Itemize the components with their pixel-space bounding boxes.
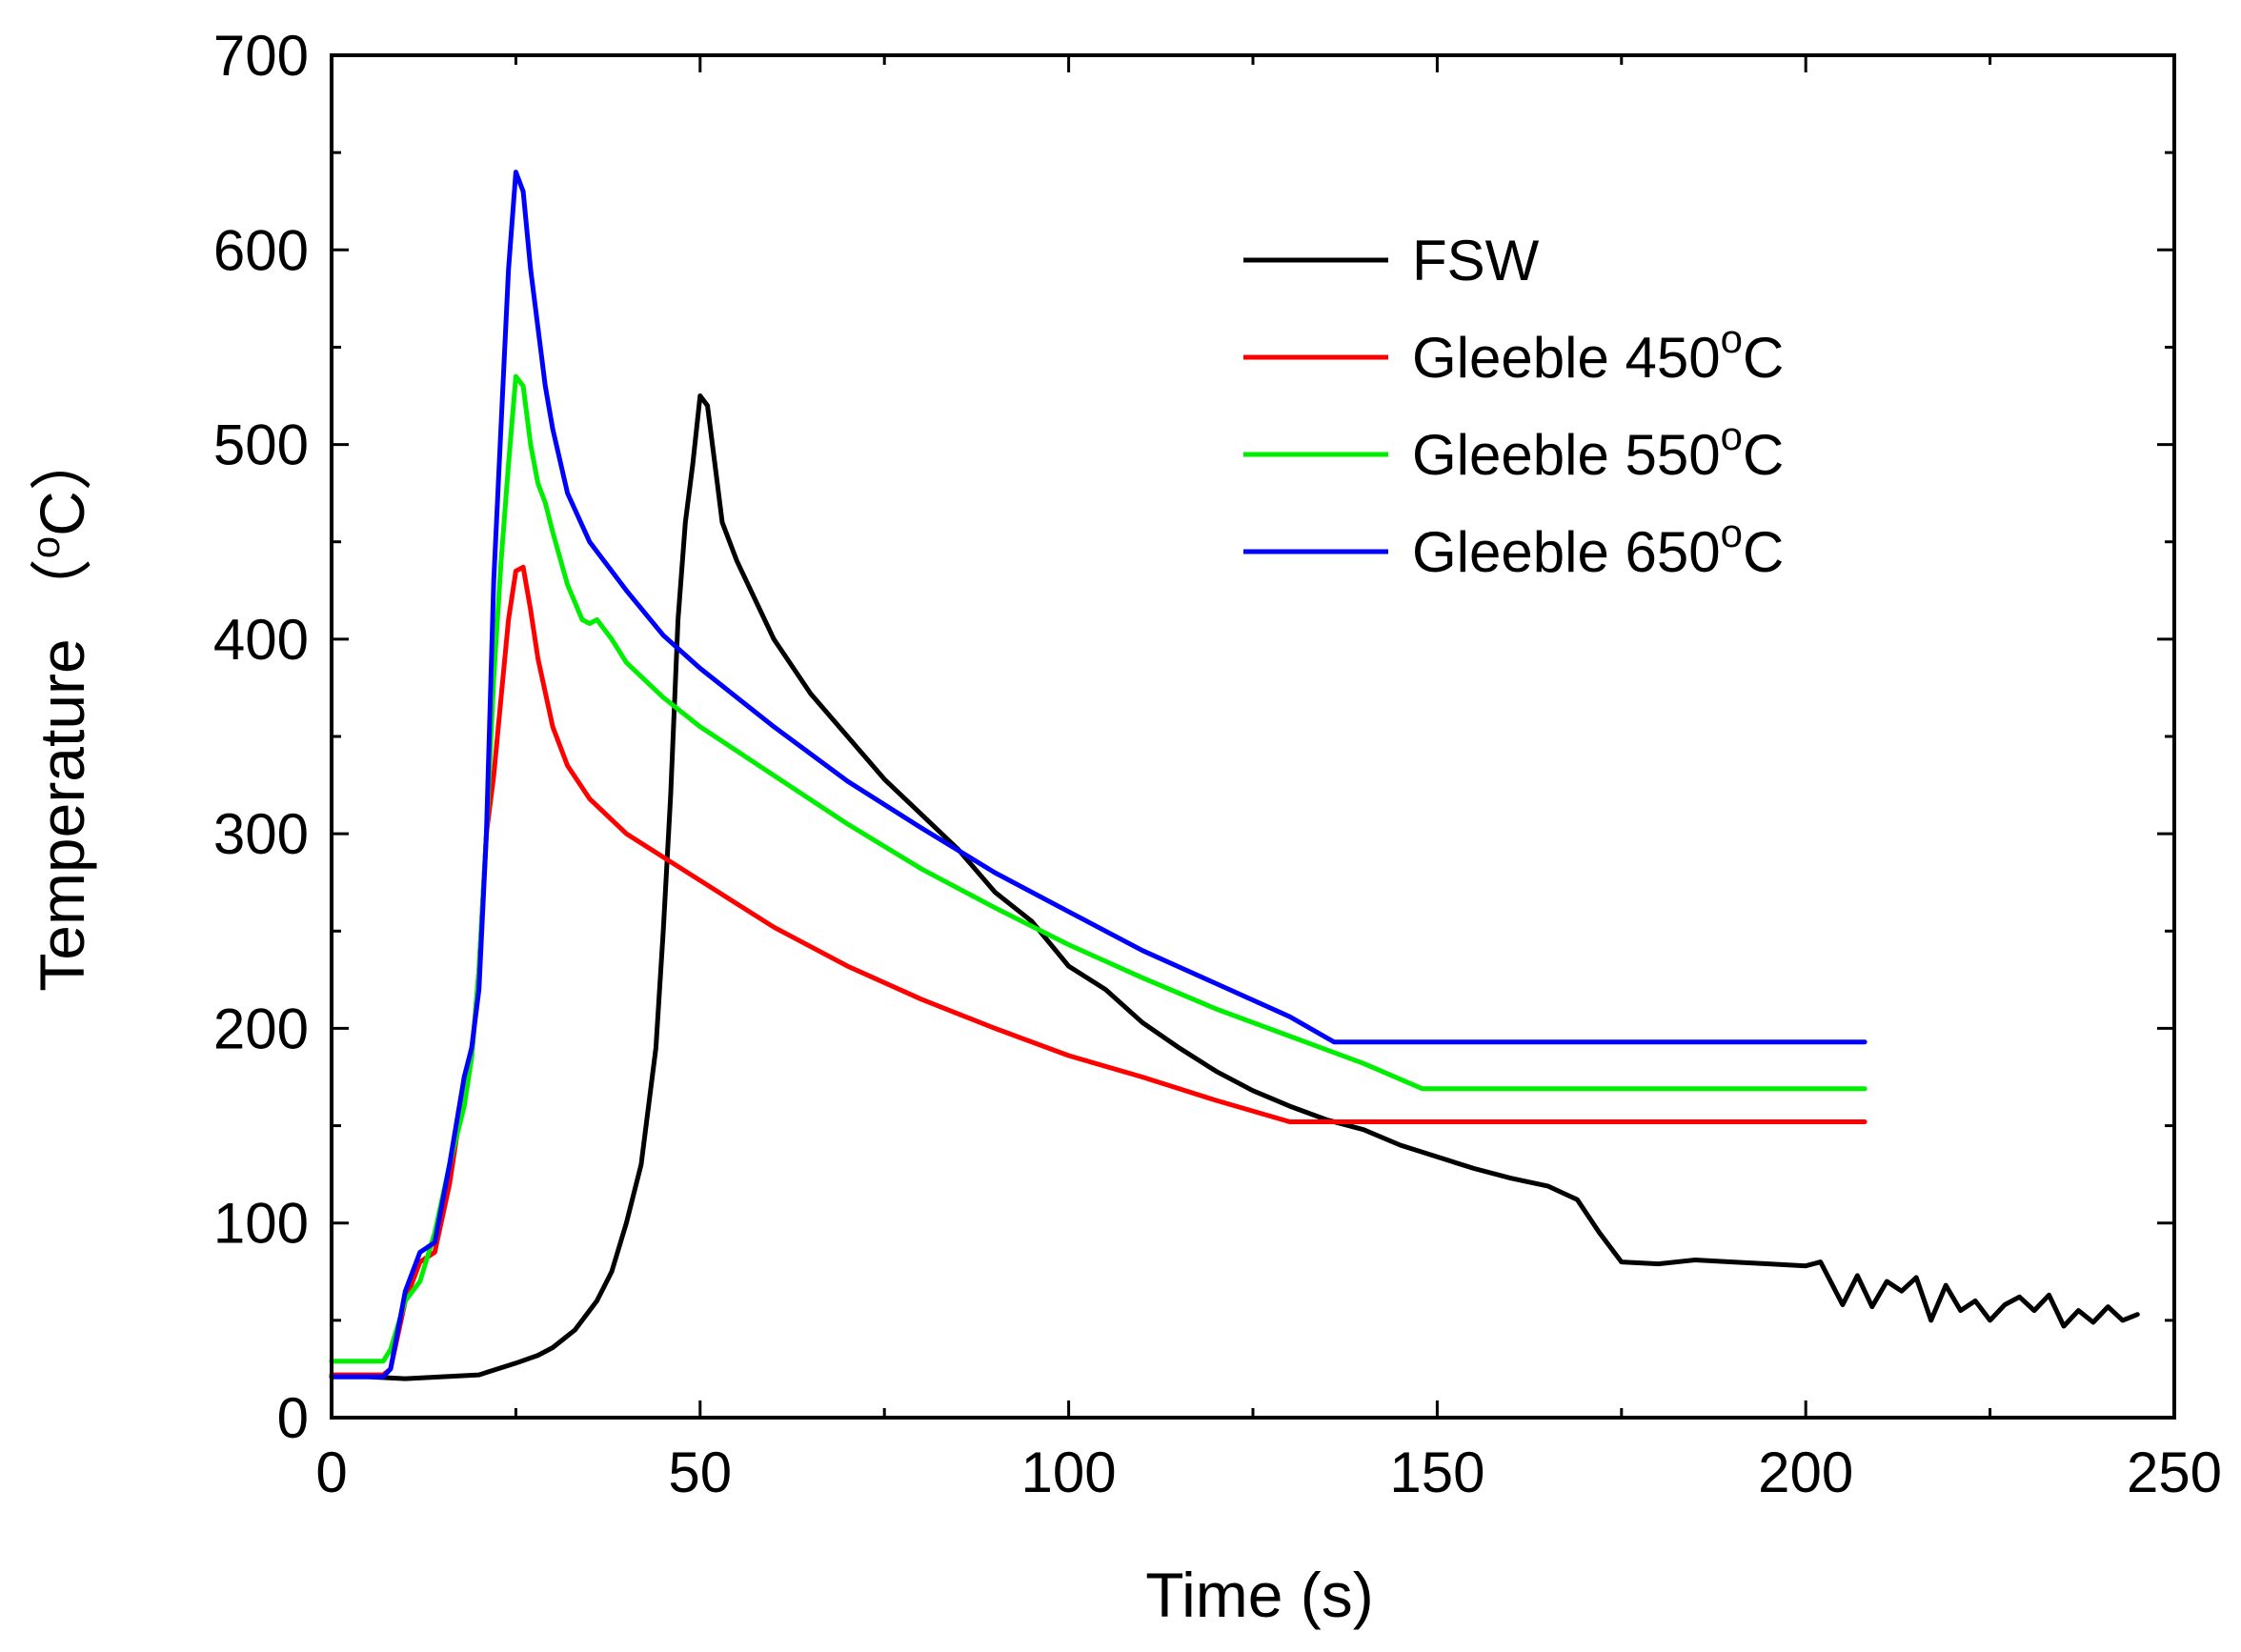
legend-item-gleeble-450: Gleeble 450oC [1243,316,1784,390]
legend-label-gleeble-450-main: Gleeble 450 [1412,326,1721,390]
legend-item-gleeble-650: Gleeble 650oC [1243,511,1784,584]
legend-label-gleeble-550: Gleeble 550oC [1412,413,1784,487]
plot-lines [329,170,2140,1381]
y-axis-title-sup: o [23,536,68,558]
legend-label-gleeble-650-sup: o [1721,511,1743,555]
legend-label-gleeble-650: Gleeble 650oC [1412,511,1784,584]
y-axis-title-close: ） [27,428,97,491]
legend-item-fsw: FSW [1243,229,1540,292]
legend-label-gleeble-450: Gleeble 450oC [1412,316,1784,390]
legend-label-fsw: FSW [1412,229,1540,292]
x-tick-label: 0 [315,1440,347,1504]
legend-label-gleeble-550-sup: o [1721,413,1743,458]
legend-label-gleeble-550-unit: C [1743,423,1784,487]
legend-label-gleeble-650-main: Gleeble 650 [1412,520,1721,584]
tick-labels: 0 50 100 150 200 250 0 100 200 300 400 500 600 700 [213,24,2222,1504]
y-axis-title-main: Temperature [27,638,97,992]
y-tick-label: 600 [213,218,309,282]
legend-item-gleeble-550: Gleeble 550oC [1243,413,1784,487]
x-axis-title: Time (s) [1145,1560,1374,1630]
y-tick-label: 0 [277,1386,309,1450]
legend-label-gleeble-650-unit: C [1743,520,1784,584]
y-tick-label: 100 [213,1192,309,1256]
legend-label-gleeble-450-sup: o [1721,316,1743,361]
series-line-fsw [329,393,2140,1381]
y-axis-title-unit: C [27,491,97,536]
y-tick-label: 700 [213,24,309,88]
series-line-gleeble-450 [329,564,1868,1378]
x-tick-label: 200 [1758,1440,1853,1504]
x-tick-label: 150 [1389,1440,1484,1504]
series-line-gleeble-650 [329,170,1868,1380]
legend: FSW Gleeble 450oC Gleeble 550oC Gleeble … [1243,229,1784,584]
y-axis-title-open: （ [27,558,97,621]
y-tick-label: 300 [213,802,309,866]
y-tick-label: 200 [213,997,309,1060]
x-tick-label: 50 [668,1440,732,1504]
y-axis-title: Temperature （oC） [23,428,97,992]
y-tick-label: 400 [213,608,309,672]
x-tick-label: 250 [2127,1440,2222,1504]
series-line-gleeble-550 [329,373,1868,1364]
legend-label-gleeble-450-unit: C [1743,326,1784,390]
y-tick-label: 500 [213,413,309,477]
axis-ticks [330,53,2176,1420]
legend-label-gleeble-550-main: Gleeble 550 [1412,423,1721,487]
x-tick-label: 100 [1021,1440,1117,1504]
